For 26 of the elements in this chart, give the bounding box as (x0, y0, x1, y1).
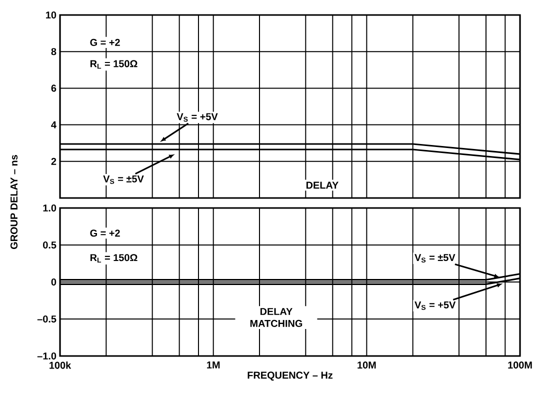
y-tick-label: –1.0 (37, 352, 56, 360)
y-tick-label: 2 (51, 158, 56, 165)
y-tick-label: 0.5 (43, 241, 56, 249)
y-tick-label: 6 (51, 84, 56, 92)
annotation: G = +2 (90, 38, 120, 46)
y-axis-title: GROUP DELAY – ns (10, 154, 18, 250)
x-tick-label: 100k (50, 362, 72, 369)
y-tick-label: 1.0 (43, 204, 56, 212)
series-label: V$_{S}$ = +5V (414, 301, 456, 310)
annotation: DELAY (306, 182, 338, 189)
annotation: DELAY MATCHING (250, 308, 302, 327)
annotation: G = +2 (90, 230, 120, 237)
x-tick-label: 10M (358, 362, 376, 369)
x-tick-label: 1M (207, 362, 220, 368)
text: V$_{S}$ = +5V (176, 113, 218, 122)
x-axis-title: FREQUENCY – Hz (248, 372, 333, 381)
y-tick-label: –0.5 (37, 315, 56, 323)
y-tick-label: 0 (51, 278, 56, 286)
x-tick-label: 100M (508, 362, 532, 369)
annotation: R$_{L}$ = 150Ω (90, 60, 138, 69)
y-tick-label: 4 (51, 121, 56, 128)
y-tick-label: 8 (51, 48, 56, 56)
annotation: R$_{L}$ = 150Ω (90, 254, 138, 263)
series-label: V$_{S}$ = ±5V (414, 254, 456, 263)
legend-label: V$_{S}$ = ±5V (103, 175, 144, 184)
y-tick-label: 10 (46, 11, 56, 19)
